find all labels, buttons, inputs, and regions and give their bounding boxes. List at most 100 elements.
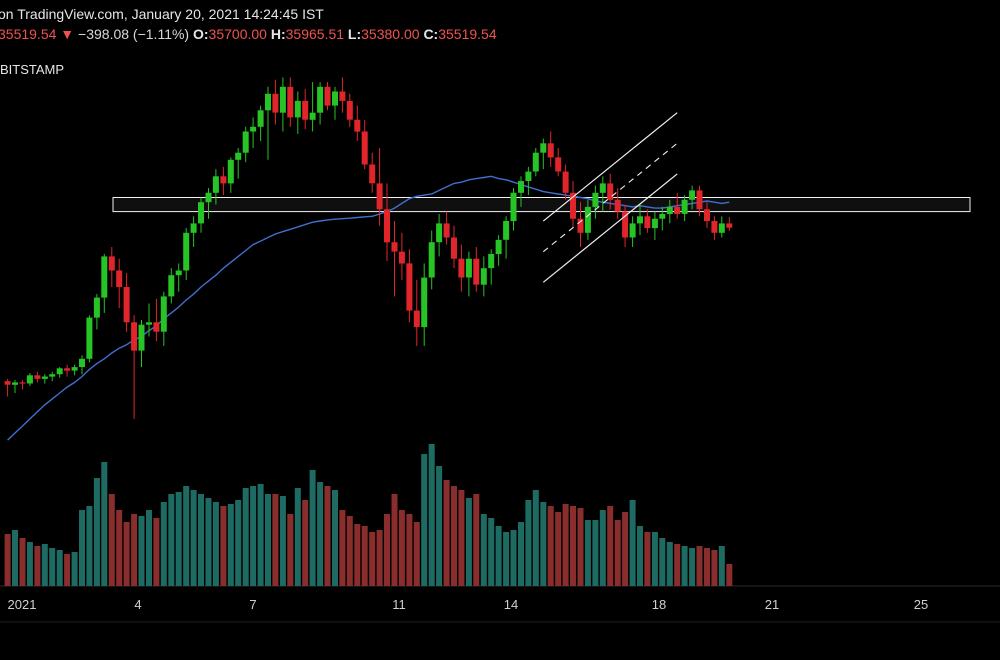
- volume-bar: [220, 506, 227, 586]
- low-label: L:: [347, 26, 362, 42]
- candle-body: [443, 223, 450, 238]
- volume-bar: [384, 514, 390, 586]
- candle-body: [518, 181, 524, 193]
- candle-body: [79, 358, 85, 367]
- candle-body: [324, 86, 331, 106]
- volume-bar: [689, 548, 696, 586]
- volume-bar: [622, 512, 629, 586]
- volume-bar: [651, 532, 658, 586]
- volume-bar: [242, 488, 249, 586]
- candle-body: [384, 209, 390, 243]
- volume-bar: [272, 494, 279, 586]
- open-label: O:: [192, 26, 209, 42]
- volume-bar: [153, 518, 160, 586]
- candle-body: [689, 190, 696, 200]
- time-tick-label: 21: [765, 597, 779, 612]
- trend-channel[interactable]: [542, 112, 678, 283]
- volume-bar: [205, 498, 212, 586]
- candle-body: [659, 214, 666, 219]
- down-arrow-icon: ▼: [56, 26, 79, 42]
- volume-bar: [584, 520, 591, 586]
- volume-bar: [555, 512, 562, 586]
- candle-body: [651, 218, 658, 229]
- volume-bar: [183, 486, 190, 586]
- volume-bar: [726, 564, 733, 586]
- candle-body: [607, 183, 614, 200]
- support-zone-rect: [112, 197, 971, 213]
- candle-body: [704, 209, 710, 222]
- volume-bar: [56, 550, 63, 586]
- candle-body: [123, 287, 130, 323]
- volume-bar: [607, 506, 614, 586]
- last-price: 35519.54: [0, 26, 57, 42]
- candle-body: [696, 190, 703, 210]
- quote-header: on TradingView.com, January 20, 2021 14:…: [0, 0, 1000, 50]
- candle-body: [287, 86, 294, 118]
- volume-bars: [4, 444, 733, 586]
- candle-body: [279, 86, 286, 113]
- change-value: −398.08 (−1.11%): [78, 26, 190, 42]
- volume-bar: [324, 486, 331, 586]
- time-tick-label: 11: [392, 597, 406, 612]
- volume-bar: [421, 454, 428, 586]
- candle-body: [711, 221, 718, 233]
- candle-body: [19, 382, 26, 384]
- candle-body: [584, 206, 591, 233]
- volume-bar: [711, 550, 718, 586]
- volume-bar: [398, 510, 405, 586]
- candle-body: [495, 239, 502, 254]
- candle-body: [71, 367, 78, 371]
- candle-body: [339, 91, 346, 101]
- open-value: 35700.00: [208, 26, 267, 42]
- candle-body: [503, 221, 510, 240]
- candle-body: [421, 277, 428, 328]
- channel-upper-line: [542, 112, 678, 222]
- volume-bar: [198, 494, 204, 586]
- time-tick-label: 14: [504, 597, 518, 612]
- volume-bar: [160, 502, 167, 586]
- candle-body: [242, 131, 249, 153]
- candle-body: [101, 256, 108, 298]
- candle-body: [532, 152, 539, 172]
- volume-bar: [532, 490, 539, 586]
- volume-bar: [510, 530, 517, 586]
- volume-bar: [629, 500, 636, 586]
- moving-average: [7, 175, 730, 441]
- candle-body: [250, 126, 257, 132]
- volume-bar: [644, 532, 651, 586]
- candle-body: [577, 218, 584, 233]
- volume-bar: [637, 526, 643, 586]
- volume-bar: [406, 514, 413, 586]
- volume-bar: [681, 546, 688, 586]
- channel-lower-line: [542, 173, 678, 283]
- candle-body: [644, 216, 651, 229]
- candle-body: [235, 152, 242, 160]
- support-zone[interactable]: [112, 197, 971, 213]
- volume-bar: [34, 546, 41, 586]
- volume-bar: [116, 510, 123, 586]
- candle-body: [369, 164, 376, 184]
- candle-body: [406, 263, 413, 311]
- volume-bar: [108, 494, 115, 586]
- volume-bar: [465, 498, 472, 586]
- channel-mid-line: [542, 142, 678, 253]
- volume-bar: [12, 530, 18, 586]
- candle-body: [413, 310, 420, 328]
- candle-body: [227, 159, 234, 184]
- candle-body: [108, 256, 115, 271]
- candle-body: [592, 192, 599, 207]
- volume-bar: [309, 470, 316, 586]
- candle-body: [198, 202, 204, 224]
- volume-bar: [503, 532, 510, 586]
- close-label: C:: [423, 26, 439, 42]
- candle-body: [629, 223, 636, 238]
- close-value: 35519.54: [438, 26, 497, 42]
- candle-body: [160, 296, 167, 332]
- volume-bar: [570, 506, 576, 586]
- volume-bar: [101, 462, 108, 586]
- candle-body: [547, 143, 554, 158]
- volume-bar: [131, 514, 138, 586]
- volume-bar: [190, 490, 197, 586]
- volume-bar: [547, 506, 554, 586]
